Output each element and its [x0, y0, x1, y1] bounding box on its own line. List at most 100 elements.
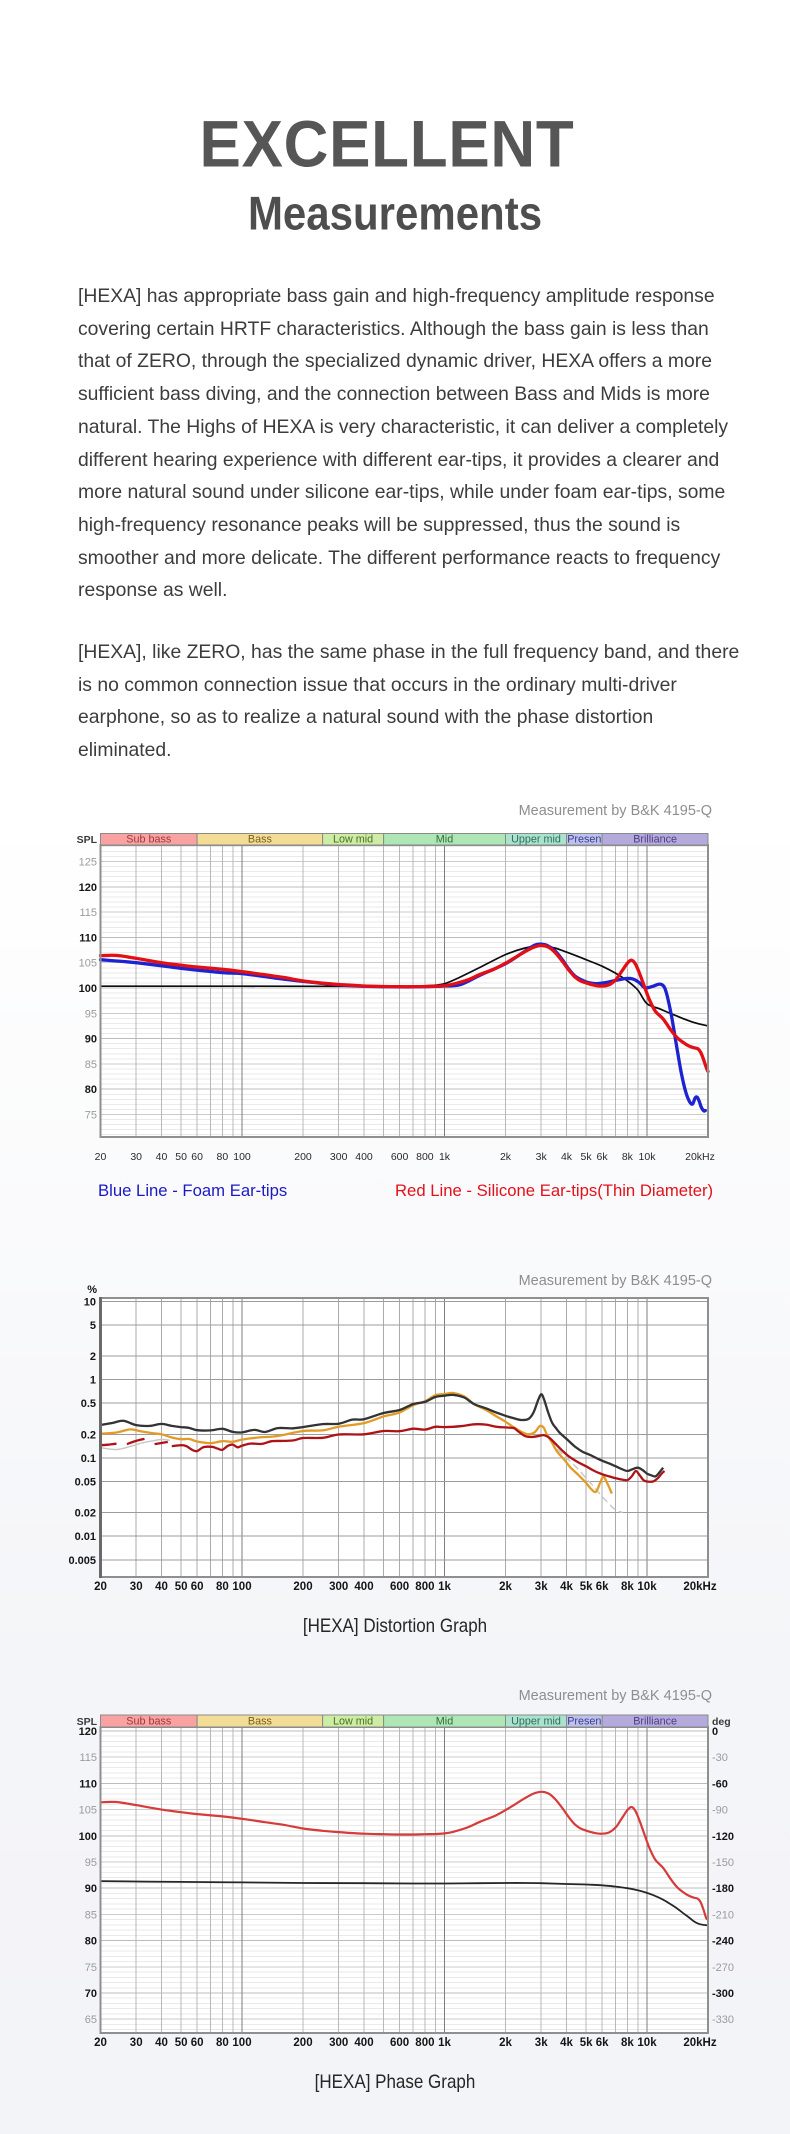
svg-text:70: 70	[85, 1988, 97, 2000]
svg-text:0.1: 0.1	[81, 1453, 96, 1465]
svg-text:600: 600	[391, 1151, 409, 1163]
svg-text:0.5: 0.5	[81, 1398, 96, 1410]
svg-text:200: 200	[294, 1151, 312, 1163]
svg-text:115: 115	[79, 907, 97, 919]
svg-text:4k: 4k	[560, 1581, 573, 1593]
svg-text:20: 20	[94, 2037, 107, 2049]
svg-text:300: 300	[330, 1151, 348, 1163]
svg-text:5: 5	[90, 1320, 96, 1332]
svg-text:0.2: 0.2	[81, 1429, 96, 1441]
svg-text:80: 80	[216, 2037, 229, 2049]
svg-text:95: 95	[85, 1857, 97, 1869]
svg-text:50: 50	[175, 1151, 187, 1163]
svg-text:10: 10	[84, 1296, 96, 1308]
svg-text:120: 120	[79, 882, 97, 894]
svg-text:800: 800	[415, 2037, 434, 2049]
svg-text:200: 200	[293, 2037, 312, 2049]
svg-text:50: 50	[175, 2037, 188, 2049]
svg-text:5k: 5k	[580, 1581, 593, 1593]
svg-text:20kHz: 20kHz	[685, 1151, 715, 1163]
svg-text:Brilliance: Brilliance	[633, 833, 677, 845]
svg-text:Bass: Bass	[248, 833, 273, 845]
svg-text:Low mid: Low mid	[333, 833, 373, 845]
svg-text:100: 100	[232, 1581, 251, 1593]
svg-text:40: 40	[155, 2037, 168, 2049]
svg-text:115: 115	[79, 1752, 97, 1764]
svg-text:8k: 8k	[621, 1581, 634, 1593]
svg-text:3k: 3k	[536, 1151, 548, 1163]
svg-text:600: 600	[390, 1581, 409, 1593]
svg-text:Sub bass: Sub bass	[126, 1715, 172, 1727]
svg-text:3k: 3k	[535, 1581, 548, 1593]
svg-text:1k: 1k	[439, 1151, 451, 1163]
svg-text:105: 105	[79, 958, 97, 970]
svg-text:Bass: Bass	[248, 1715, 273, 1727]
svg-text:deg: deg	[712, 1716, 731, 1728]
svg-text:800: 800	[415, 1581, 434, 1593]
svg-text:110: 110	[79, 932, 97, 944]
svg-text:%: %	[87, 1284, 97, 1296]
svg-text:Mid: Mid	[436, 1715, 453, 1727]
svg-text:Upper mid: Upper mid	[511, 1715, 561, 1727]
svg-text:90: 90	[85, 1883, 97, 1895]
svg-text:105: 105	[79, 1805, 97, 1817]
svg-text:4k: 4k	[560, 2037, 573, 2049]
svg-text:Upper mid: Upper mid	[511, 833, 561, 845]
svg-text:1k: 1k	[438, 1581, 451, 1593]
svg-text:SPL: SPL	[77, 834, 98, 846]
svg-text:80: 80	[85, 1084, 97, 1096]
svg-text:0.05: 0.05	[75, 1477, 96, 1489]
svg-text:125: 125	[79, 857, 97, 869]
svg-text:20kHz: 20kHz	[683, 1581, 716, 1593]
svg-text:120: 120	[79, 1726, 97, 1738]
svg-text:8k: 8k	[621, 2037, 634, 2049]
svg-text:6k: 6k	[597, 1151, 609, 1163]
svg-text:80: 80	[217, 1151, 229, 1163]
svg-text:30: 30	[130, 2037, 143, 2049]
svg-text:60: 60	[191, 2037, 204, 2049]
svg-text:Mid: Mid	[436, 833, 453, 845]
svg-text:4k: 4k	[561, 1151, 573, 1163]
svg-text:50: 50	[175, 1581, 188, 1593]
svg-text:600: 600	[390, 2037, 409, 2049]
svg-text:Low mid: Low mid	[333, 1715, 373, 1727]
svg-text:-90: -90	[712, 1805, 728, 1817]
svg-text:75: 75	[85, 1962, 97, 1974]
svg-text:2k: 2k	[499, 1581, 512, 1593]
svg-text:2k: 2k	[500, 1151, 512, 1163]
svg-text:400: 400	[355, 1151, 373, 1163]
svg-text:75: 75	[85, 1110, 97, 1122]
svg-text:2k: 2k	[499, 2037, 512, 2049]
svg-text:0.01: 0.01	[75, 1531, 96, 1543]
svg-text:85: 85	[85, 1059, 97, 1071]
svg-text:-60: -60	[712, 1778, 728, 1790]
svg-text:Presen: Presen	[567, 833, 601, 845]
svg-text:3k: 3k	[535, 2037, 548, 2049]
svg-text:-120: -120	[712, 1831, 734, 1843]
svg-text:20kHz: 20kHz	[683, 2037, 716, 2049]
svg-text:95: 95	[85, 1008, 97, 1020]
svg-text:6k: 6k	[596, 2037, 609, 2049]
svg-text:Brilliance: Brilliance	[633, 1715, 677, 1727]
svg-text:80: 80	[216, 1581, 229, 1593]
svg-text:Presen: Presen	[567, 1715, 601, 1727]
svg-text:-330: -330	[712, 2014, 734, 2026]
svg-text:SPL: SPL	[77, 1716, 98, 1728]
svg-text:20: 20	[94, 1581, 107, 1593]
svg-text:400: 400	[354, 2037, 373, 2049]
svg-text:100: 100	[233, 1151, 251, 1163]
svg-text:200: 200	[293, 1581, 312, 1593]
svg-text:0.02: 0.02	[75, 1508, 96, 1520]
svg-text:0: 0	[712, 1726, 718, 1738]
svg-text:60: 60	[191, 1581, 204, 1593]
svg-text:-150: -150	[712, 1857, 734, 1869]
svg-text:300: 300	[329, 1581, 348, 1593]
svg-text:20: 20	[95, 1151, 107, 1163]
svg-text:-300: -300	[712, 1988, 734, 2000]
svg-text:100: 100	[79, 983, 97, 995]
svg-text:300: 300	[329, 2037, 348, 2049]
svg-text:400: 400	[354, 1581, 373, 1593]
svg-text:-270: -270	[712, 1962, 734, 1974]
svg-text:30: 30	[130, 1151, 142, 1163]
svg-text:60: 60	[191, 1151, 203, 1163]
